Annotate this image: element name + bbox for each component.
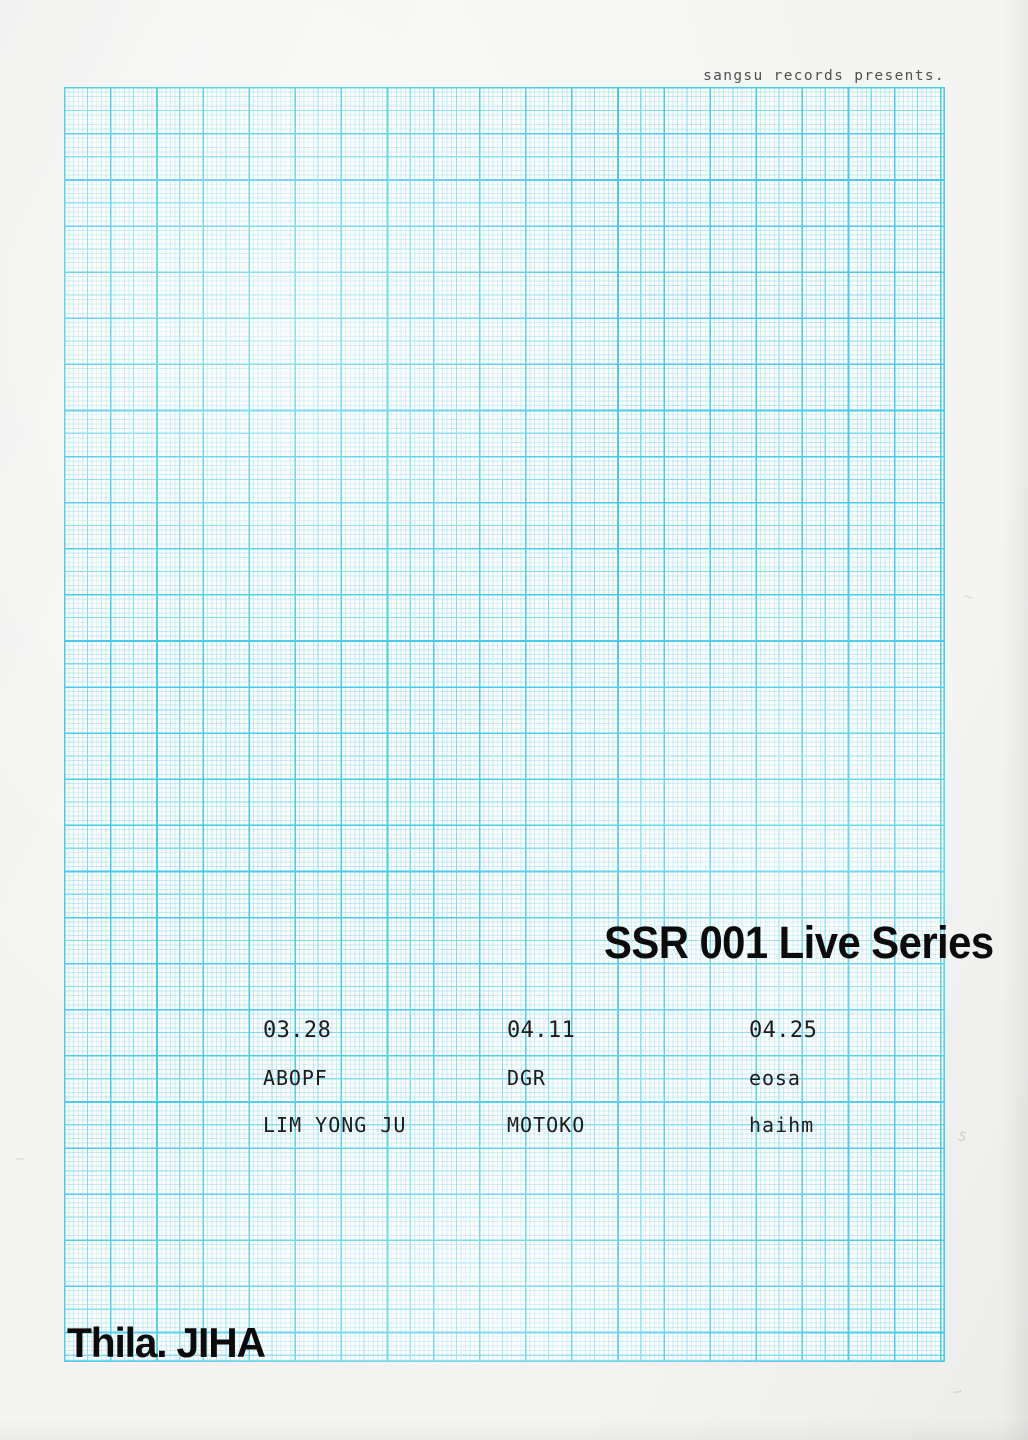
schedule-date: 04.25 — [749, 1018, 818, 1043]
pencil-smudge-icon: ~ — [950, 1383, 965, 1402]
publisher-line: sangsu records presents. — [703, 68, 945, 84]
page-title: SSR 001 Live Series — [604, 917, 994, 968]
schedule-artist: eosa — [749, 1066, 801, 1090]
schedule-artist: DGR — [507, 1066, 546, 1090]
page-edge-shadow-right — [1002, 0, 1028, 1440]
graph-paper-grid — [64, 87, 945, 1362]
schedule-column: 03.28 ABOPF LIM YONG JU — [263, 1016, 406, 1157]
schedule-artist: ABOPF — [263, 1066, 328, 1090]
schedule-date: 03.28 — [263, 1018, 332, 1043]
pencil-smudge-icon: 5 — [955, 1129, 969, 1146]
schedule-column: 04.11 DGR MOTOKO — [507, 1016, 585, 1157]
pencil-smudge-icon: ~ — [961, 589, 976, 606]
pencil-smudge-icon: ~ — [14, 1151, 27, 1168]
schedule-column: 04.25 eosa haihm — [749, 1016, 817, 1157]
artist-signature: Thila. JIHA — [67, 1319, 266, 1366]
schedule-date: 04.11 — [507, 1018, 576, 1043]
schedule-artist: MOTOKO — [507, 1113, 586, 1137]
schedule-artist: haihm — [749, 1113, 815, 1137]
page-edge-shadow-bottom — [0, 1418, 1028, 1440]
schedule-artist: LIM YONG JU — [263, 1113, 407, 1137]
